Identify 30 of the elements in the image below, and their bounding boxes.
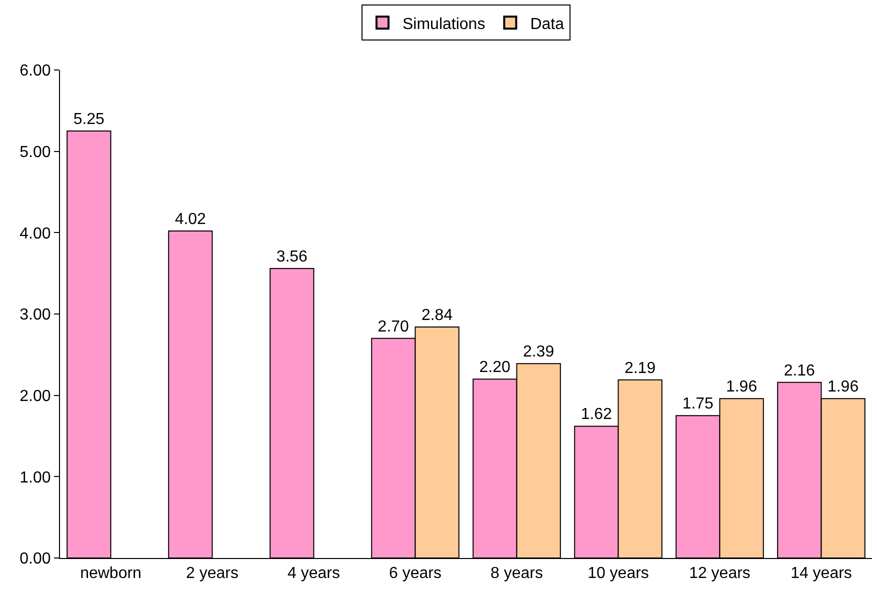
y-tick-label: 2.00 bbox=[20, 388, 51, 405]
x-tick-label: 12 years bbox=[689, 565, 750, 582]
data-label: 2.16 bbox=[784, 362, 816, 380]
data-label: 2.39 bbox=[522, 344, 554, 361]
legend-label: Data bbox=[530, 16, 564, 33]
y-tick-label: 6.00 bbox=[20, 62, 51, 80]
y-tick-label: 0.00 bbox=[20, 550, 51, 568]
x-tick-label: 2 years bbox=[186, 565, 238, 582]
x-tick-label: 14 years bbox=[790, 565, 852, 582]
data-label: 2.20 bbox=[479, 359, 511, 376]
x-tick-label: 10 years bbox=[588, 565, 649, 582]
data-label: 3.56 bbox=[276, 248, 308, 266]
data-label: 4.02 bbox=[174, 211, 206, 228]
x-tick-label: 4 years bbox=[288, 565, 340, 582]
data-label: 2.84 bbox=[421, 307, 453, 324]
x-tick-label: newborn bbox=[80, 565, 142, 582]
y-tick-label: 4.00 bbox=[20, 225, 51, 242]
data-label: 1.96 bbox=[827, 378, 859, 396]
y-tick-label: 5.00 bbox=[20, 144, 51, 161]
data-label: 1.62 bbox=[580, 406, 612, 424]
data-label: 5.25 bbox=[73, 111, 105, 128]
data-label: 2.70 bbox=[378, 318, 410, 336]
data-label: 2.19 bbox=[624, 360, 656, 377]
y-tick-label: 3.00 bbox=[20, 306, 51, 324]
x-tick-label: 8 years bbox=[490, 565, 543, 582]
y-tick-label: 1.00 bbox=[20, 469, 51, 486]
legend-label: Simulations bbox=[402, 16, 486, 33]
x-tick-label: 6 years bbox=[389, 565, 442, 582]
data-label: 1.75 bbox=[682, 396, 714, 413]
data-label: 1.96 bbox=[726, 378, 758, 396]
